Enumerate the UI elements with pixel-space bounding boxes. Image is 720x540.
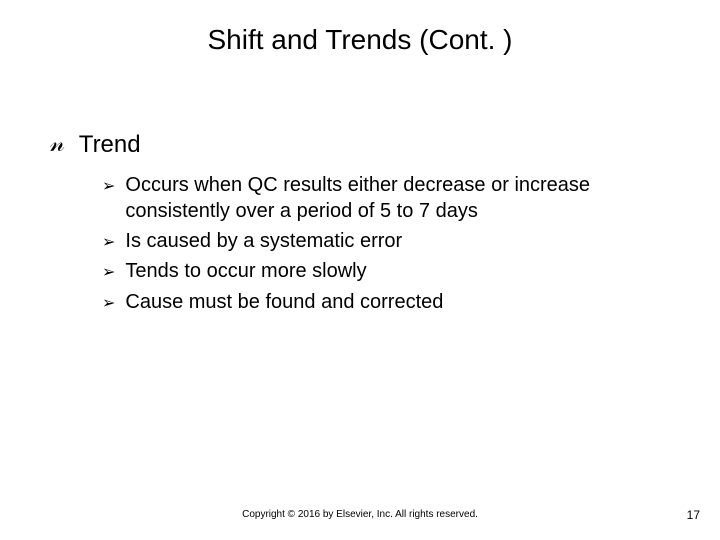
sub-list: ➢ Occurs when QC results either decrease… [102,172,670,315]
chevron-icon: ➢ [102,293,115,315]
heading-text: Trend [79,130,141,160]
list-item: ➢ Tends to occur more slowly [102,258,670,284]
slide: Shift and Trends (Cont. ) 𝓃 Trend ➢ Occu… [0,0,720,540]
list-item: ➢ Cause must be found and corrected [102,289,670,315]
bullet-icon: 𝓃 [50,132,65,156]
bullet-text: Cause must be found and corrected [125,289,443,315]
page-number: 17 [687,508,700,522]
chevron-icon: ➢ [102,176,115,198]
list-item: 𝓃 Trend [50,130,670,160]
copyright-text: Copyright © 2016 by Elsevier, Inc. All r… [0,509,720,520]
bullet-text: Occurs when QC results either decrease o… [125,172,670,224]
bullet-text: Is caused by a systematic error [125,228,402,254]
slide-content: 𝓃 Trend ➢ Occurs when QC results either … [50,130,670,319]
bullet-text: Tends to occur more slowly [125,258,366,284]
list-item: ➢ Occurs when QC results either decrease… [102,172,670,224]
chevron-icon: ➢ [102,262,115,284]
chevron-icon: ➢ [102,232,115,254]
slide-title: Shift and Trends (Cont. ) [0,24,720,56]
list-item: ➢ Is caused by a systematic error [102,228,670,254]
